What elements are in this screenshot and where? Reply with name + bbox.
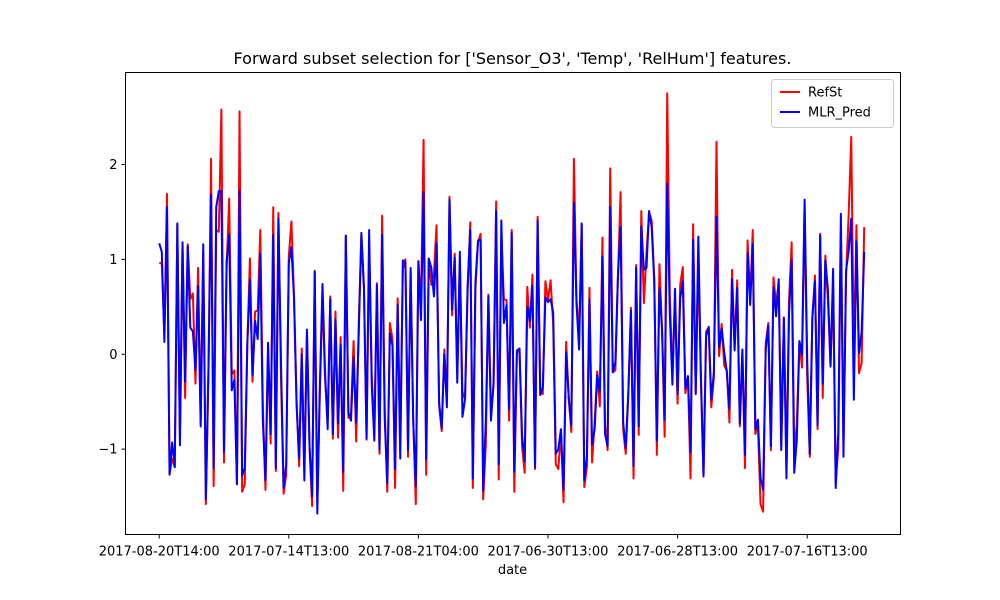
- x-tick-label: 2017-07-16T13:00: [747, 545, 868, 560]
- legend-label-refst: RefSt: [808, 86, 842, 101]
- y-tick-label: 1: [109, 253, 117, 268]
- x-axis-label: date: [498, 563, 527, 578]
- x-axis: 2017-08-20T14:00 2017-07-14T13:00 2017-08-…: [99, 534, 868, 560]
- series-line-mlr-pred: [158, 182, 866, 515]
- chart-title: Forward subset selection for ['Sensor_O3…: [234, 49, 792, 69]
- x-tick-label: 2017-08-21T04:00: [358, 545, 479, 560]
- x-tick-label: 2017-07-14T13:00: [228, 545, 349, 560]
- y-axis: −1 0 1 2: [98, 158, 126, 458]
- series-layer: [158, 92, 866, 515]
- y-tick-label: −1: [98, 443, 117, 458]
- x-tick-label: 2017-06-30T13:00: [488, 545, 609, 560]
- y-tick-label: 0: [109, 348, 117, 363]
- y-tick-label: 2: [109, 158, 117, 173]
- x-tick-label: 2017-08-20T14:00: [99, 545, 220, 560]
- legend-box: [771, 79, 894, 128]
- legend-label-mlr-pred: MLR_Pred: [808, 106, 871, 121]
- x-tick-label: 2017-06-28T13:00: [617, 545, 738, 560]
- axes-frame: [125, 72, 901, 535]
- plot-area: [125, 72, 901, 535]
- legend: RefSt MLR_Pred: [771, 79, 894, 128]
